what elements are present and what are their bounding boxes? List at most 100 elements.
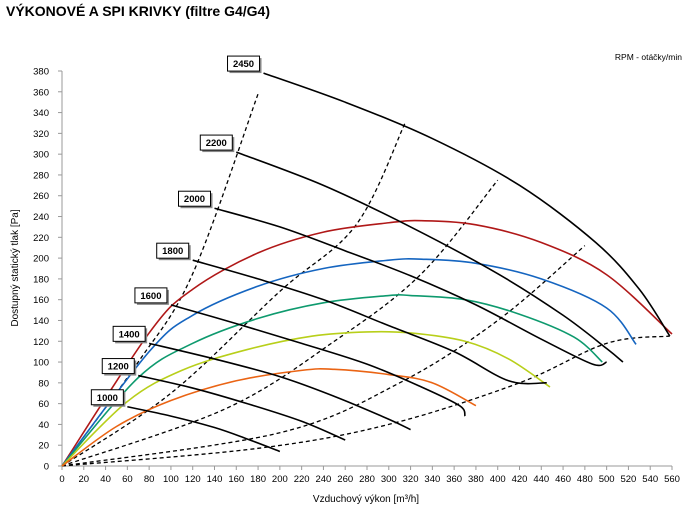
fan-curve-1200 xyxy=(138,374,346,441)
spi-curve-3 xyxy=(61,294,603,467)
y-tick-label: 120 xyxy=(33,337,49,348)
system-curve-5 xyxy=(61,335,670,467)
y-tick-label: 340 xyxy=(33,108,49,119)
y-tick-label: 260 xyxy=(33,191,49,202)
fan-curve-2000 xyxy=(214,207,607,367)
rpm-label-text: 2000 xyxy=(184,194,205,205)
x-tick-label: 400 xyxy=(490,474,506,485)
rpm-label-box xyxy=(178,190,211,207)
rpm-label-2000: 2000 xyxy=(178,190,213,209)
y-axis-label: Dostupný statický tlak [Pa] xyxy=(10,209,21,326)
x-tick-label: 180 xyxy=(250,474,266,485)
x-tick-label: 260 xyxy=(337,474,353,485)
x-tick-label: 80 xyxy=(144,474,155,485)
y-tick-label: 300 xyxy=(33,150,49,161)
x-tick-label: 120 xyxy=(185,474,201,485)
fan-curve-1600 xyxy=(170,304,466,417)
x-tick-label: 540 xyxy=(642,474,658,485)
rpm-label-1600: 1600 xyxy=(134,287,169,305)
y-tick-label: 0 xyxy=(44,462,49,473)
y-tick-label: 180 xyxy=(33,274,49,285)
x-tick-label: 20 xyxy=(78,474,89,485)
y-tick-label: 320 xyxy=(33,129,49,140)
x-tick-label: 380 xyxy=(468,474,484,485)
x-tick-label: 560 xyxy=(664,474,680,485)
spi-curve-5 xyxy=(61,368,477,467)
rpm-label-box xyxy=(134,287,168,304)
rpm-label-box xyxy=(101,358,135,375)
rpm-label-box xyxy=(227,55,261,72)
fan-curve-2450 xyxy=(263,72,671,337)
y-tick-label: 200 xyxy=(33,254,49,265)
rpm-labels: 1000 1200 1400 1600 1800 2000 2200 2450 xyxy=(90,55,262,407)
rpm-label-2450: 2450 xyxy=(227,55,262,74)
x-tick-label: 500 xyxy=(599,474,615,485)
rpm-label-box xyxy=(90,389,124,406)
fan-curve-1000 xyxy=(127,405,281,453)
rpm-label-1200: 1200 xyxy=(101,358,137,376)
spi-curves xyxy=(61,219,673,467)
x-tick-label: 460 xyxy=(555,474,571,485)
system-curve-1 xyxy=(61,93,259,467)
spi-curve-4 xyxy=(61,330,551,467)
rpm-label-text: 1000 xyxy=(97,393,118,404)
x-tick-label: 420 xyxy=(512,474,528,485)
x-tick-label: 440 xyxy=(533,474,549,485)
x-tick-label: 520 xyxy=(620,474,636,485)
x-tick-label: 40 xyxy=(100,474,111,485)
system-curve-4 xyxy=(61,245,586,467)
system-curve-2 xyxy=(61,122,406,467)
y-tick-label: 220 xyxy=(33,233,49,244)
x-axis-label: Vzduchový výkon [m³/h] xyxy=(313,494,419,505)
rpm-label-text: 2450 xyxy=(233,59,254,70)
spi-curve-1 xyxy=(61,219,673,467)
x-tick-label: 0 xyxy=(59,474,64,485)
y-tick-label: 380 xyxy=(33,67,49,78)
x-tick-label: 300 xyxy=(381,474,397,485)
fan-curve-1400 xyxy=(148,342,411,431)
rpm-label-box xyxy=(156,242,190,259)
y-tick-label: 40 xyxy=(38,420,49,431)
y-tick-label: 100 xyxy=(33,358,49,369)
y-tick-label: 280 xyxy=(33,170,49,181)
x-tick-label: 340 xyxy=(424,474,440,485)
rpm-label-1000: 1000 xyxy=(90,389,126,407)
y-tick-label: 140 xyxy=(33,316,49,327)
y-tick-label: 20 xyxy=(38,441,49,452)
rpm-label-text: 2200 xyxy=(206,138,227,149)
rpm-label-text: 1800 xyxy=(162,246,183,257)
rpm-label-text: 1400 xyxy=(119,329,140,340)
spi-curve-2 xyxy=(61,258,637,467)
x-tick-label: 480 xyxy=(577,474,593,485)
x-tick-label: 200 xyxy=(272,474,288,485)
y-tick-label: 60 xyxy=(38,399,49,410)
y-tick-label: 160 xyxy=(33,295,49,306)
x-tick-label: 140 xyxy=(207,474,223,485)
rpm-label-box xyxy=(112,325,146,342)
x-tick-label: 240 xyxy=(315,474,331,485)
x-tick-label: 100 xyxy=(163,474,179,485)
axes: 0 20 40 60 80 100 120 140 160 180 200 220 240 260 280 3… xyxy=(33,67,680,486)
page-title: VÝKONOVÉ A SPI KRIVKY (filtre G4/G4) xyxy=(6,3,270,19)
x-tick-label: 280 xyxy=(359,474,375,485)
x-tick-label: 160 xyxy=(228,474,244,485)
rpm-label-1800: 1800 xyxy=(156,242,191,261)
rpm-unit-note: RPM - otáčky/min xyxy=(614,52,682,62)
rpm-label-box xyxy=(199,134,233,151)
fan-curve-2200 xyxy=(236,151,624,363)
x-tick-label: 360 xyxy=(446,474,462,485)
fan-curve-1800 xyxy=(192,259,547,385)
x-tick-label: 320 xyxy=(403,474,419,485)
system-curve-3 xyxy=(61,179,499,467)
x-tick-label: 60 xyxy=(122,474,133,485)
x-tick-label: 220 xyxy=(294,474,310,485)
y-tick-label: 80 xyxy=(38,378,49,389)
rpm-label-text: 1200 xyxy=(108,362,129,373)
rpm-label-2200: 2200 xyxy=(199,134,235,153)
y-tick-label: 360 xyxy=(33,87,49,98)
y-tick-label: 240 xyxy=(33,212,49,223)
fan-curves xyxy=(127,72,671,453)
rpm-label-1400: 1400 xyxy=(112,325,148,344)
rpm-label-text: 1600 xyxy=(140,291,161,302)
